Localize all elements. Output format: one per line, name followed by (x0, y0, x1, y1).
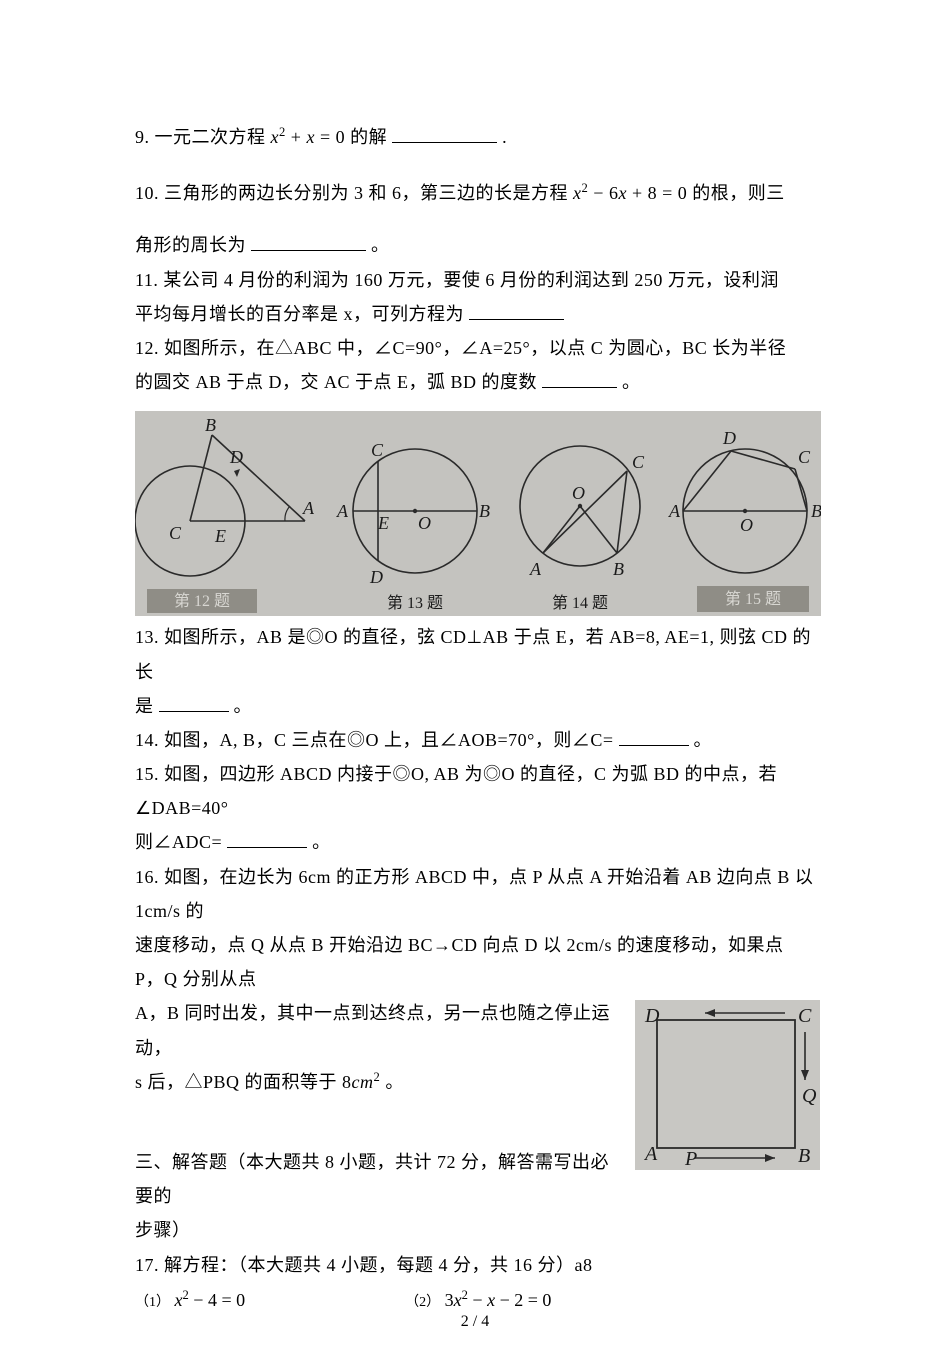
q17-line: 17. 解方程：（本大题共 4 小题，每题 4 分，共 16 分）a8 (135, 1248, 820, 1282)
q17-eq2: （2） 3x2 − x − 2 = 0 (405, 1288, 551, 1311)
q10-line1: 10. 三角形的两边长分别为 3 和 6，第三边的长是方程 x2 − 6x + … (135, 176, 820, 210)
fig12-A: A (302, 498, 315, 518)
fig15-A: A (668, 501, 681, 521)
q12-line1: 12. 如图所示，在△ABC 中，∠C=90°，∠A=25°，以点 C 为圆心，… (135, 331, 820, 365)
q12-line2: 的圆交 AB 于点 D，交 AC 于点 E，弧 BD 的度数 。 (135, 365, 820, 399)
q12-blank (542, 369, 617, 388)
q13-line1: 13. 如图所示，AB 是◎O 的直径，弦 CD⊥AB 于点 E，若 AB=8,… (135, 620, 820, 688)
figures-svg: B D C E A 第 12 题 C A E (135, 411, 821, 616)
fig13-B: B (479, 501, 490, 521)
q15-period: 。 (312, 832, 331, 852)
q16-e1: A，B 同时出发，其中一点到达终点，另一点也随之停止运动， (135, 1003, 610, 1057)
section3-line2: 步骤） (135, 1213, 820, 1247)
q16-P: P (684, 1148, 697, 1170)
fig15-D: D (722, 428, 736, 448)
q16-svg: Q D C A B P (635, 1000, 820, 1170)
q15-c: 则∠ADC= (135, 832, 222, 852)
q16-line3: 速度移动，点 Q 从点 B 开始沿边 BC→CD 向点 D 以 2cm/s 的速… (135, 928, 820, 962)
q16-D: D (644, 1005, 660, 1027)
q17-eq1: （1） x2 − 4 = 0 (135, 1288, 245, 1311)
q16-line2: 1cm/s 的 (135, 894, 820, 928)
q15-line3: 则∠ADC= 。 (135, 825, 820, 859)
q10-line2: 角形的周长为 。 (135, 228, 820, 262)
q14-line: 14. 如图，A, B，C 三点在◎O 上，且∠AOB=70°，则∠C= 。 (135, 723, 820, 757)
q14-period: 。 (694, 730, 713, 750)
q9: 9. 一元二次方程 x2 + x = 0 的解 . (135, 120, 820, 154)
q10-eq: x2 − 6x + 8 = 0 (573, 183, 687, 203)
fig-bg (135, 411, 821, 616)
fig13-O: O (418, 513, 431, 533)
q11-line1: 11. 某公司 4 月份的利润为 160 万元，要使 6 月份的利润达到 250… (135, 263, 820, 297)
q16-cm2: cm2 (352, 1072, 381, 1092)
q16-C: C (798, 1005, 812, 1027)
q17-eq1-math: x2 − 4 = 0 (175, 1290, 246, 1310)
q14-blank (619, 727, 689, 746)
fig12-B: B (205, 415, 216, 435)
q16-A: A (643, 1143, 658, 1165)
fig12-D: D (229, 447, 243, 467)
q9-eq: x2 + x = 0 (271, 127, 346, 147)
q11-line2: 平均每月增长的百分率是 x，可列方程为 (135, 297, 820, 331)
fig15-C: C (798, 447, 811, 467)
figures-12-15: B D C E A 第 12 题 C A E (135, 411, 820, 616)
fig14-C: C (632, 452, 645, 472)
fig13-D: D (369, 567, 383, 587)
q10-a: 10. 三角形的两边长分别为 3 和 6，第三边的长是方程 (135, 183, 568, 203)
q16-line4: P，Q 分别从点 (135, 962, 820, 996)
q16-B: B (798, 1145, 810, 1167)
q17-eq2-math: 3x2 − x − 2 = 0 (445, 1290, 552, 1310)
fig12-caption: 第 12 题 (174, 592, 230, 610)
fig13-C: C (371, 440, 384, 460)
q10-period: 。 (371, 235, 390, 255)
fig14-O: O (572, 483, 585, 503)
q15-blank (227, 829, 307, 848)
q17-eq2-label: （2） (405, 1295, 440, 1310)
q17-eq1-label: （1） (135, 1295, 170, 1310)
fig15-O: O (740, 515, 753, 535)
q16-Q: Q (802, 1085, 817, 1107)
q13-b: 是 (135, 696, 154, 716)
q9-period: . (502, 127, 507, 147)
q11-b: 平均每月增长的百分率是 x，可列方程为 (135, 304, 464, 324)
fig13-A: A (336, 501, 349, 521)
fig13-caption: 第 13 题 (387, 594, 443, 612)
q16-period: 。 (385, 1072, 404, 1092)
q9-text-a: 9. 一元二次方程 (135, 127, 266, 147)
q12-b: 的圆交 AB 于点 D，交 AC 于点 E，弧 BD 的度数 (135, 372, 537, 392)
q10-c: 角形的周长为 (135, 235, 246, 255)
q10-b: 的根，则三 (692, 183, 785, 203)
q15-line1: 15. 如图，四边形 ABCD 内接于◎O, AB 为◎O 的直径，C 为弧 B… (135, 757, 820, 791)
q16-line1: 16. 如图，在边长为 6cm 的正方形 ABCD 中，点 P 从点 A 开始沿… (135, 860, 820, 894)
q16-figure: Q D C A B P (635, 1000, 820, 1175)
fig13-E: E (377, 513, 389, 533)
q14-text: 14. 如图，A, B，C 三点在◎O 上，且∠AOB=70°，则∠C= (135, 730, 614, 750)
q13-blank (159, 693, 229, 712)
fig14-A: A (529, 559, 542, 579)
fig13-o-dot (413, 509, 417, 513)
q13-line2: 是 。 (135, 689, 820, 723)
q17-eqs: （1） x2 − 4 = 0 （2） 3x2 − x − 2 = 0 (135, 1288, 820, 1311)
q15-line2: ∠DAB=40° (135, 791, 820, 825)
fig15-o-dot (743, 509, 747, 513)
q10-blank (251, 232, 366, 251)
q11-blank (469, 301, 564, 320)
q13-period: 。 (234, 696, 253, 716)
fig15-B: B (811, 501, 821, 521)
fig15-caption: 第 15 题 (725, 590, 781, 608)
q16-f: s 后，△PBQ 的面积等于 8 (135, 1072, 352, 1092)
q16-bg (635, 1000, 820, 1170)
fig14-B: B (613, 559, 624, 579)
q12-period: 。 (622, 372, 641, 392)
page-number: 2 / 4 (0, 1313, 950, 1331)
fig12-C: C (169, 523, 182, 543)
fig14-caption: 第 14 题 (552, 594, 608, 612)
q9-blank (392, 124, 497, 143)
fig12-E: E (214, 526, 226, 546)
q9-text-b: 的解 (350, 127, 387, 147)
